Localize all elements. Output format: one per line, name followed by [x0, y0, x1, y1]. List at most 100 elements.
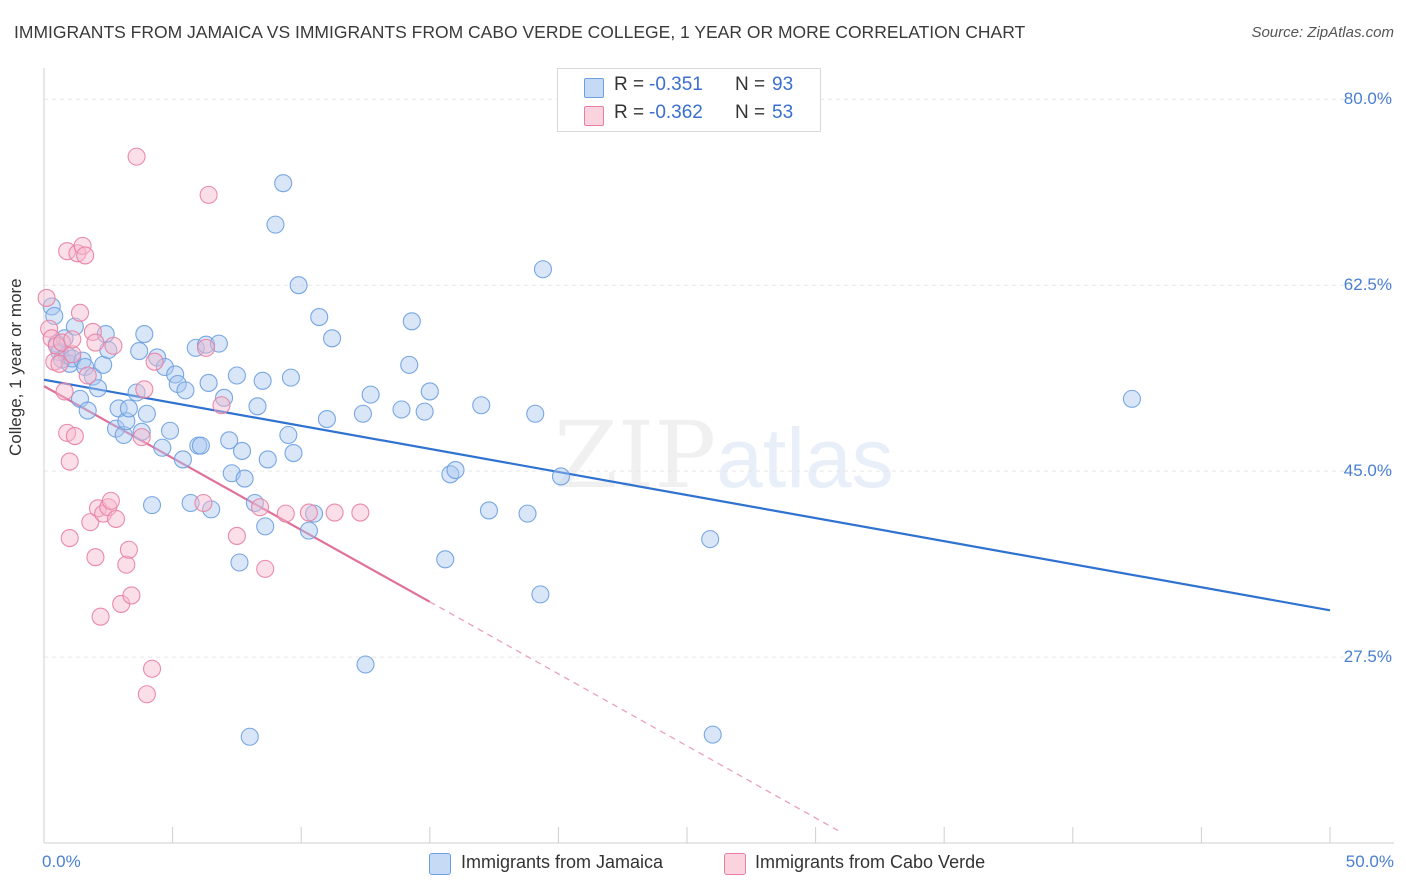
data-point: [227, 526, 246, 545]
data-point: [227, 366, 246, 385]
legend-label-jamaica: Immigrants from Jamaica: [461, 852, 664, 872]
data-point: [119, 399, 138, 418]
data-point: [256, 517, 275, 536]
data-point: [130, 342, 149, 361]
data-point: [533, 260, 553, 279]
data-point: [78, 366, 97, 385]
data-point: [60, 452, 79, 471]
data-point: [63, 345, 82, 364]
data-point: [47, 336, 66, 355]
grid-lines: [44, 98, 1394, 658]
data-point: [361, 385, 380, 404]
data-point: [446, 461, 465, 480]
data-point: [703, 725, 722, 744]
data-point: [240, 727, 259, 746]
stats-r-value: -0.362: [649, 102, 703, 123]
data-point: [232, 441, 252, 460]
stats-r-label: R =: [614, 74, 645, 95]
legend-label-cabo-verde: Immigrants from Cabo Verde: [755, 852, 986, 872]
data-point: [191, 436, 210, 455]
data-point: [526, 404, 545, 423]
stats-n-value: 53: [772, 102, 794, 123]
stats-n-label: N =: [735, 102, 766, 123]
data-point: [153, 438, 172, 457]
data-point: [122, 586, 141, 605]
data-point: [132, 428, 151, 447]
chart-title: IMMIGRANTS FROM JAMAICA VS IMMIGRANTS FR…: [14, 22, 1026, 42]
data-point: [284, 444, 303, 463]
data-point: [392, 400, 411, 419]
data-point: [127, 147, 146, 166]
source-credit: Source: ZipAtlas.com: [1251, 24, 1394, 41]
data-point: [101, 491, 120, 510]
data-point: [310, 308, 329, 327]
data-point: [55, 382, 74, 401]
data-point: [76, 246, 95, 265]
data-point: [400, 355, 419, 374]
data-point: [266, 215, 285, 234]
data-point: [356, 655, 375, 674]
stats-swatch-cabo-verde: [584, 106, 604, 126]
data-point: [65, 427, 84, 446]
trend-lines: [43, 378, 1331, 833]
data-point: [194, 493, 213, 513]
legend: Immigrants from Jamaica Immigrants from …: [0, 852, 1406, 878]
y-tick-label: 45.0%: [1343, 461, 1392, 481]
data-point: [135, 325, 154, 344]
trend-line-series-0: [43, 378, 1331, 612]
stats-n-label: N =: [735, 74, 766, 95]
data-point: [551, 467, 571, 486]
data-point: [50, 354, 69, 373]
watermark-atlas: atlas: [716, 411, 894, 505]
data-point: [106, 509, 126, 528]
data-point: [472, 396, 491, 415]
data-point: [137, 404, 156, 423]
series-1-points: [37, 147, 370, 704]
data-point: [70, 303, 90, 322]
data-point: [86, 333, 105, 352]
data-point: [63, 330, 82, 349]
data-point: [248, 397, 267, 416]
data-point: [256, 559, 275, 578]
data-point: [289, 276, 308, 295]
legend-swatch-cabo-verde: [724, 853, 746, 875]
data-point: [86, 548, 105, 567]
data-point: [1122, 389, 1142, 408]
data-point: [88, 379, 108, 398]
data-point: [323, 329, 342, 348]
data-point: [220, 431, 239, 450]
data-point: [258, 450, 277, 469]
data-point: [479, 501, 499, 520]
data-point: [114, 425, 133, 445]
data-point: [420, 382, 439, 401]
data-point: [531, 585, 550, 604]
data-point: [196, 338, 216, 357]
data-point: [325, 503, 344, 522]
data-point: [701, 530, 720, 549]
data-point: [402, 312, 421, 331]
data-point: [137, 685, 156, 704]
data-point: [155, 357, 174, 377]
trend-line-series-1: [43, 385, 431, 603]
data-point: [415, 402, 434, 421]
data-point: [83, 322, 102, 341]
data-point: [299, 521, 318, 540]
y-tick-label: 62.5%: [1343, 275, 1392, 295]
x-tick-label: 50.0%: [1345, 852, 1394, 871]
trend-extension-series-1: [429, 601, 842, 833]
data-point: [351, 503, 370, 522]
series-0-points: [42, 174, 1142, 746]
data-point: [145, 352, 164, 371]
data-point: [160, 421, 180, 440]
data-point: [142, 496, 162, 515]
data-point: [181, 493, 200, 513]
data-point: [353, 404, 372, 423]
legend-swatch-jamaica: [429, 853, 451, 875]
data-point: [52, 333, 72, 352]
data-point: [37, 288, 56, 307]
data-points: [37, 147, 1142, 746]
data-point: [281, 368, 300, 387]
data-point: [214, 388, 234, 407]
watermark: ZIPatlas: [554, 402, 894, 509]
